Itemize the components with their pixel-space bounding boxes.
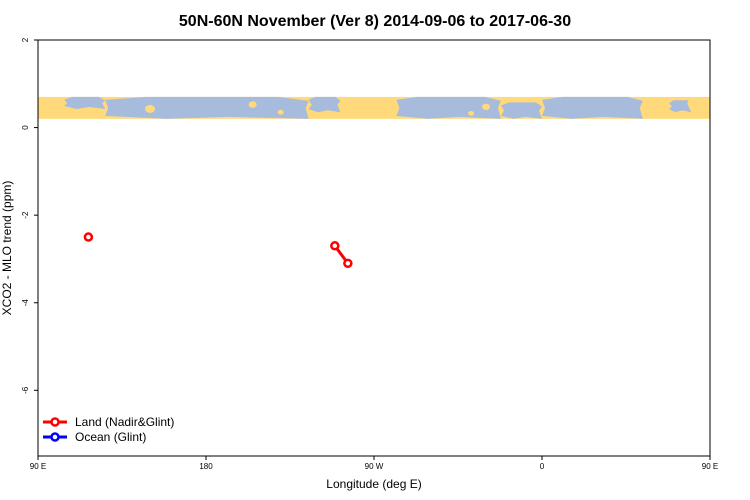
map-island (468, 110, 475, 116)
data-point (343, 258, 353, 269)
series-layer (83, 232, 353, 269)
map-ocean-region (500, 102, 542, 119)
x-tick-label: 90 E (30, 462, 46, 471)
x-tick-label: 180 (199, 462, 213, 471)
y-tick-label: -6 (21, 386, 30, 394)
data-point (330, 241, 340, 251)
x-tick-label: 90 E (702, 462, 718, 471)
map-ocean-region (668, 100, 692, 113)
map-ocean-region (64, 96, 106, 109)
map-ocean-region (542, 96, 643, 119)
y-tick-label: -2 (21, 211, 30, 219)
map-island (277, 109, 284, 115)
y-axis: 2 0 -2 -4 -6 (21, 37, 38, 394)
map-ocean-region (105, 96, 309, 119)
x-tick-label: 90 W (365, 462, 384, 471)
x-axis-label: Longitude (deg E) (326, 477, 421, 491)
x-tick-label: 0 (540, 462, 545, 471)
map-ocean-region (308, 96, 341, 113)
map-island (248, 101, 257, 108)
map-island (687, 100, 696, 107)
legend-label-ocean: Ocean (Glint) (75, 430, 146, 444)
y-axis-label: XCO2 - MLO trend (ppm) (0, 181, 14, 316)
x-axis: 90 E 180 90 W 0 90 E (30, 456, 718, 471)
legend-ocean-marker (50, 432, 60, 442)
map-ocean-region (396, 96, 501, 119)
map-island (482, 103, 490, 110)
y-tick-label: 0 (21, 125, 30, 130)
legend-label-land: Land (Nadir&Glint) (75, 415, 174, 429)
y-tick-label: 2 (21, 37, 30, 42)
data-point (83, 232, 94, 242)
legend-land-marker (50, 417, 60, 427)
chart-title: 50N-60N November (Ver 8) 2014-09-06 to 2… (179, 13, 571, 30)
map-island (145, 104, 155, 113)
legend: Land (Nadir&Glint) Ocean (Glint) (43, 415, 174, 444)
world-map-strip (38, 96, 710, 119)
y-tick-label: -4 (21, 299, 30, 307)
